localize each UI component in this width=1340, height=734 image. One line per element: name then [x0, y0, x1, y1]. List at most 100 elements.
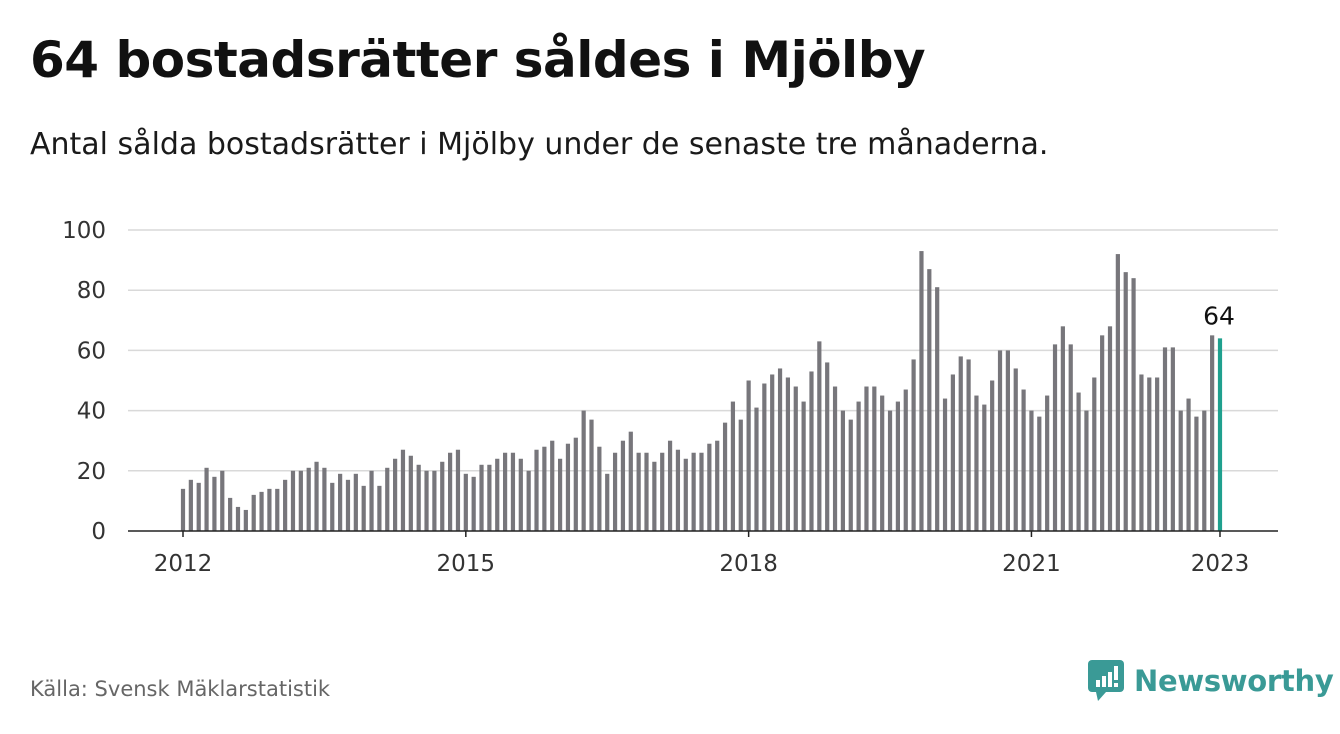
bar — [1202, 410, 1207, 531]
bar — [675, 449, 681, 531]
bar — [330, 482, 335, 531]
bar — [345, 479, 351, 531]
bar — [1139, 374, 1144, 531]
bar — [1005, 350, 1010, 531]
y-tick-label: 60 — [77, 338, 106, 364]
bar — [550, 440, 555, 531]
bar — [864, 386, 869, 531]
bar — [385, 467, 390, 531]
bar — [982, 404, 987, 531]
bar — [667, 440, 673, 531]
bar — [832, 386, 838, 531]
bar — [1092, 377, 1097, 531]
bar — [911, 359, 916, 531]
bar — [361, 485, 366, 531]
highlight-value-label: 64 — [1203, 301, 1235, 330]
bar — [235, 506, 241, 531]
bar — [448, 452, 453, 531]
bar — [950, 374, 955, 531]
bar — [259, 491, 264, 531]
bar — [338, 473, 343, 531]
bar — [416, 464, 421, 531]
bar — [942, 398, 948, 531]
bar — [251, 494, 256, 531]
bar — [479, 464, 484, 531]
bar — [1210, 335, 1215, 531]
bar — [1115, 254, 1120, 531]
bar — [526, 470, 531, 531]
brand-name: Newsworthy — [1134, 664, 1334, 698]
bar — [243, 509, 248, 531]
bar — [919, 251, 924, 531]
bar — [903, 389, 908, 531]
bar — [573, 437, 578, 531]
bar — [605, 473, 610, 531]
bar — [1045, 395, 1050, 531]
bar — [510, 452, 516, 531]
bar — [400, 449, 406, 531]
bar — [290, 470, 296, 531]
bar — [589, 419, 594, 531]
bar — [644, 452, 649, 531]
bar — [597, 446, 602, 531]
bar — [212, 476, 217, 531]
bar — [228, 497, 233, 531]
bar — [660, 452, 665, 531]
y-tick-label: 40 — [77, 399, 106, 425]
bar — [1076, 392, 1081, 531]
bar — [1052, 344, 1058, 531]
bar — [377, 485, 382, 531]
bar — [848, 419, 853, 531]
bar — [1068, 344, 1073, 531]
x-tick-label: 2015 — [437, 551, 496, 577]
bar — [809, 371, 814, 531]
bar — [1178, 410, 1183, 531]
bar — [408, 455, 413, 531]
bar — [463, 473, 468, 531]
bar — [746, 380, 751, 531]
bar — [440, 461, 445, 531]
bar — [1162, 347, 1168, 531]
bar — [314, 461, 319, 531]
bar — [856, 401, 861, 531]
bar — [817, 341, 822, 531]
bar — [353, 473, 358, 531]
bar — [518, 458, 523, 531]
bar — [895, 401, 900, 531]
x-tick-label: 2023 — [1191, 551, 1250, 577]
bar — [872, 386, 877, 531]
bar — [188, 479, 193, 531]
bar — [180, 488, 186, 531]
page-subtitle: Antal sålda bostadsrätter i Mjölby under… — [30, 127, 1049, 162]
bar — [581, 410, 586, 531]
x-tick-label: 2012 — [154, 551, 213, 577]
bar — [432, 470, 437, 531]
bar — [683, 458, 688, 531]
bar — [1107, 326, 1113, 531]
bar — [628, 431, 633, 531]
bar — [722, 422, 728, 531]
bar — [801, 401, 806, 531]
bar — [1170, 347, 1175, 531]
brand-logo[interactable]: Newsworthy — [1088, 660, 1334, 702]
bar — [1194, 416, 1199, 531]
bar — [1013, 368, 1018, 531]
bar — [220, 470, 225, 531]
bar — [1084, 410, 1089, 531]
bar — [1029, 410, 1034, 531]
bar-chart: 0 20 40 60 80 100 2012 2015 2018 2021 2023 64 — [62, 218, 1278, 577]
bar — [887, 410, 893, 531]
newsworthy-icon — [1088, 660, 1124, 701]
x-tick-label: 2021 — [1002, 551, 1061, 577]
y-tick-label: 0 — [91, 519, 106, 545]
bar — [283, 479, 288, 531]
bar — [204, 467, 209, 531]
bar — [620, 440, 626, 531]
bar — [927, 269, 932, 531]
bar — [880, 395, 885, 531]
y-tick-label: 80 — [77, 278, 106, 304]
bar — [997, 350, 1003, 531]
bar — [196, 482, 201, 531]
bar — [455, 449, 461, 531]
bar — [762, 383, 767, 531]
